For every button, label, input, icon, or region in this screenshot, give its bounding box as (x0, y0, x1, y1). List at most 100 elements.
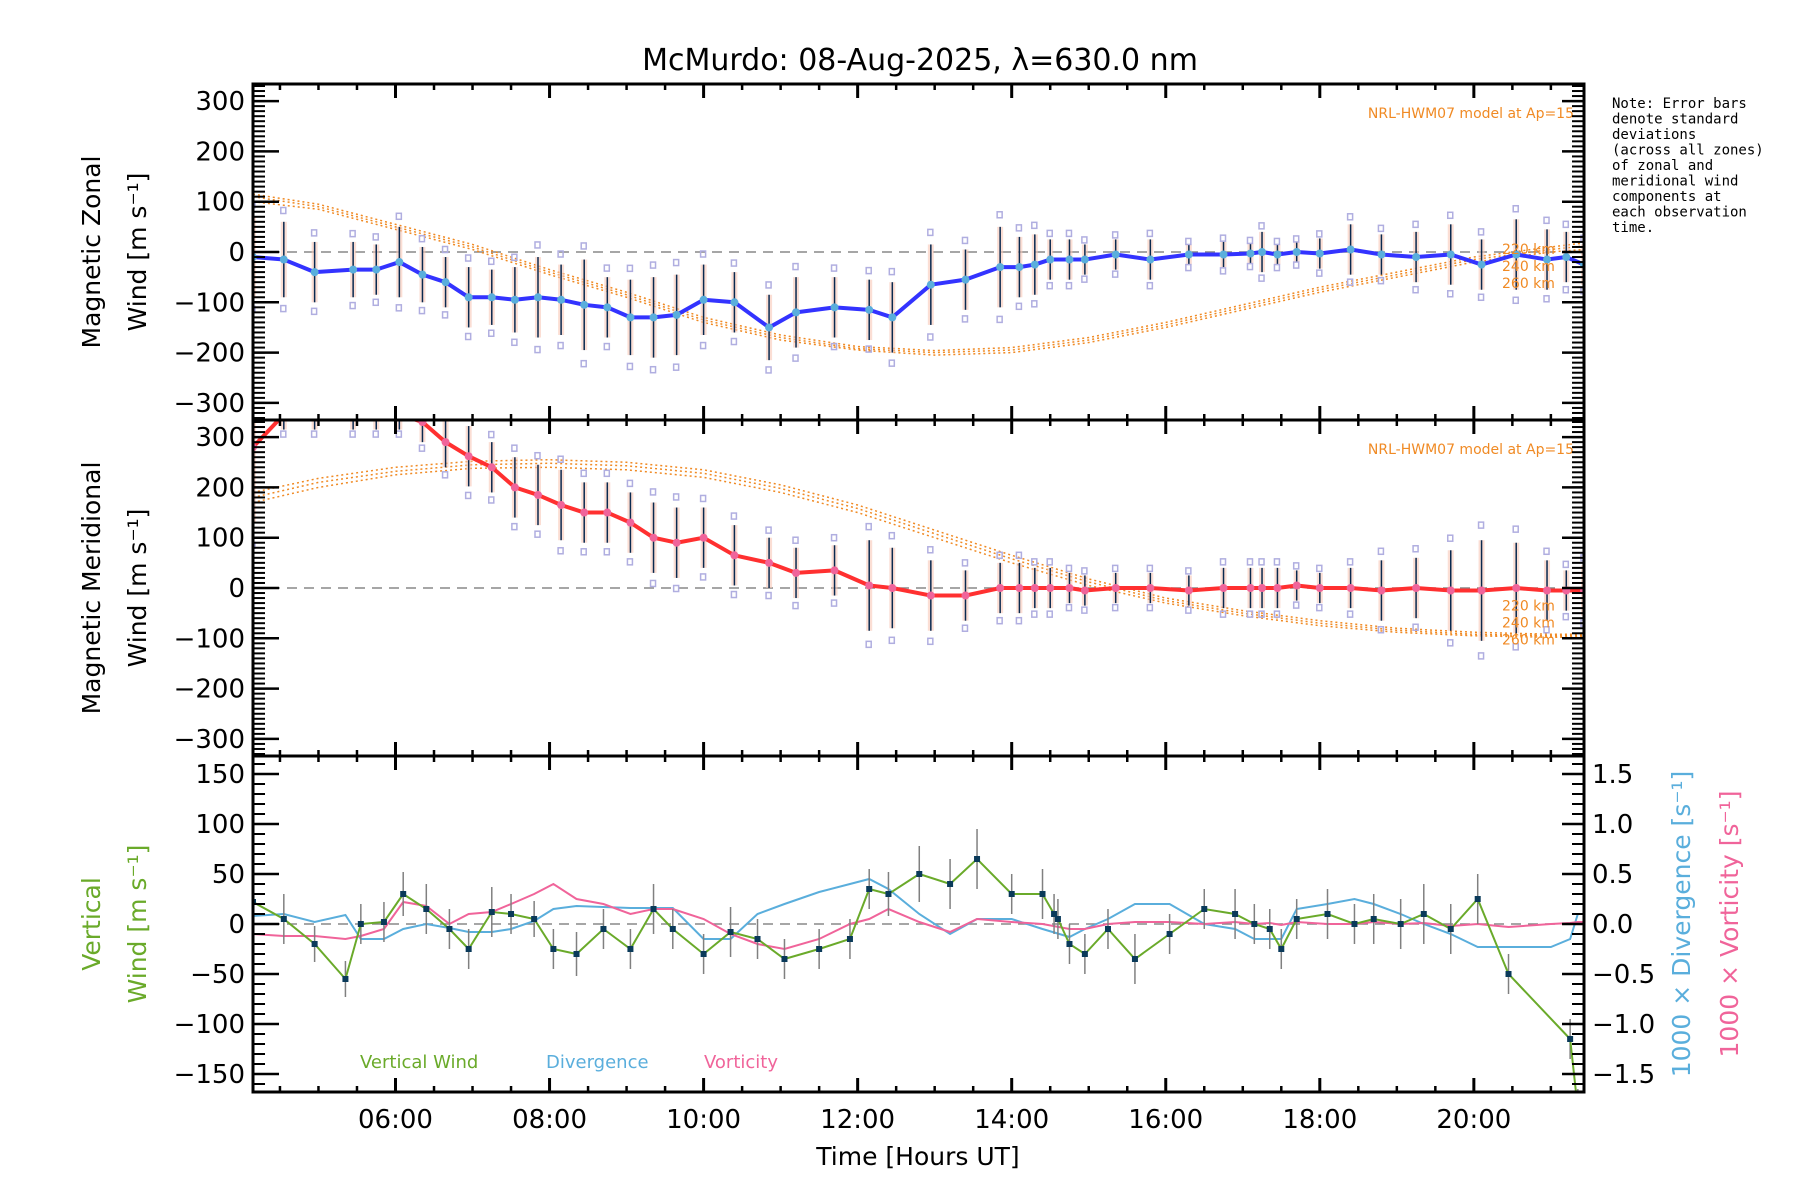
zone-marker (281, 392, 286, 398)
zone-marker (372, 298, 379, 307)
zone-marker (1111, 231, 1119, 239)
zone-marker (580, 242, 587, 250)
zone-marker (1446, 534, 1454, 542)
zone-marker (1477, 293, 1485, 302)
vertical-wind-point (465, 946, 472, 952)
zone-marker (580, 359, 587, 368)
y-tick-label: −200 (174, 339, 245, 369)
model-curve-220km (253, 466, 1584, 639)
zone-marker (1477, 228, 1485, 236)
zone-marker (672, 493, 680, 501)
zone-marker (927, 546, 934, 554)
zone-marker (1412, 545, 1419, 553)
zonal-wind-point (672, 310, 681, 319)
legend-divergence: Divergence (546, 1052, 649, 1073)
meridional-wind-point (1377, 586, 1386, 595)
zone-marker (996, 616, 1003, 625)
zone-marker (419, 393, 424, 399)
meridional-wind-point (1315, 584, 1324, 592)
zonal-wind-point (603, 303, 612, 312)
zone-marker (511, 444, 518, 452)
zone-marker (1316, 230, 1323, 238)
zone-marker (1015, 616, 1023, 625)
zone-marker (888, 267, 896, 276)
zone-marker (396, 392, 401, 398)
zone-marker (511, 338, 518, 347)
x-tick-label: 16:00 (1128, 1105, 1203, 1135)
zone-marker (649, 579, 657, 588)
zone-marker (1292, 562, 1300, 570)
x-tick-label: 14:00 (974, 1105, 1049, 1135)
altitude-label: 220 km (1502, 599, 1555, 615)
zone-marker (253, 305, 256, 314)
zone-marker (888, 531, 896, 540)
vertical-wind-point (669, 926, 676, 932)
y-tick-label: −300 (174, 389, 245, 419)
zone-marker (1015, 302, 1023, 311)
zone-marker (1146, 281, 1154, 290)
zonal-wind-point (1030, 260, 1039, 269)
zonal-wind-point (961, 275, 970, 284)
vertical-wind-point (1420, 911, 1427, 917)
meridional-wind-point (1512, 584, 1521, 592)
zone-marker (372, 233, 379, 241)
zonal-wind-point (510, 295, 519, 304)
zonal-wind-point (1246, 249, 1255, 258)
vertical-wind-point (1324, 911, 1331, 917)
zone-marker (253, 200, 256, 209)
zone-marker (418, 234, 426, 243)
meridional-wind-point (1246, 584, 1255, 592)
zone-marker (1562, 285, 1570, 294)
zone-marker (730, 337, 738, 346)
zone-marker (1046, 610, 1053, 618)
zone-marker (310, 430, 318, 438)
zone-marker (1081, 606, 1088, 614)
zone-marker (1346, 558, 1354, 566)
vertical-wind-point (1054, 916, 1061, 922)
zone-marker (1512, 296, 1519, 305)
meridional-wind-point (865, 581, 874, 590)
vertical-wind-point (727, 929, 734, 935)
zone-marker (730, 590, 738, 599)
zone-marker (1512, 525, 1519, 533)
meridional-wind-point (1111, 584, 1120, 592)
zone-marker (830, 342, 838, 351)
zone-marker (1446, 289, 1454, 298)
zone-marker (1273, 237, 1281, 246)
zone-marker (1219, 558, 1227, 566)
meridional-wind-point (1146, 584, 1155, 592)
zone-marker (1377, 276, 1385, 285)
meridional-wind-point (510, 483, 519, 492)
vertical-wind-point (280, 916, 287, 922)
x-axis-label: Time [Hours UT] (815, 1142, 1019, 1171)
zone-marker (1543, 216, 1550, 225)
x-tick-label: 06:00 (358, 1105, 433, 1135)
right-y-tick-label: 1.5 (1592, 760, 1633, 790)
zone-marker (626, 479, 634, 488)
note-line: deviations (1612, 127, 1696, 143)
right-y-tick-label: −0.5 (1592, 960, 1655, 990)
zonal-wind-point (1543, 255, 1552, 264)
vertical-wind-point (974, 856, 981, 862)
zone-marker (1346, 213, 1354, 221)
zone-marker (349, 229, 356, 238)
zone-marker (996, 315, 1003, 324)
vertical-wind-point (1081, 951, 1088, 957)
zonal-wind-point (557, 295, 566, 304)
right-y-tick-label: 0.0 (1592, 910, 1633, 940)
zone-marker (626, 558, 634, 566)
altitude-label: 240 km (1502, 616, 1555, 632)
zonal-wind-point (1412, 253, 1421, 262)
zone-marker (1111, 270, 1119, 278)
y-tick-label: 0 (228, 238, 245, 268)
meridional-wind-point (487, 463, 496, 472)
note-line: meridional wind (1612, 174, 1738, 190)
zone-marker (280, 430, 287, 438)
y-tick-label: 0 (228, 574, 245, 604)
zone-marker (1246, 558, 1254, 566)
y-tick-label: −100 (174, 1010, 245, 1040)
vertical-wind-point (423, 906, 430, 912)
divergence-axis-label: 1000 × Divergence [s⁻¹] (1667, 771, 1696, 1078)
vertical-wind-point (550, 946, 557, 952)
